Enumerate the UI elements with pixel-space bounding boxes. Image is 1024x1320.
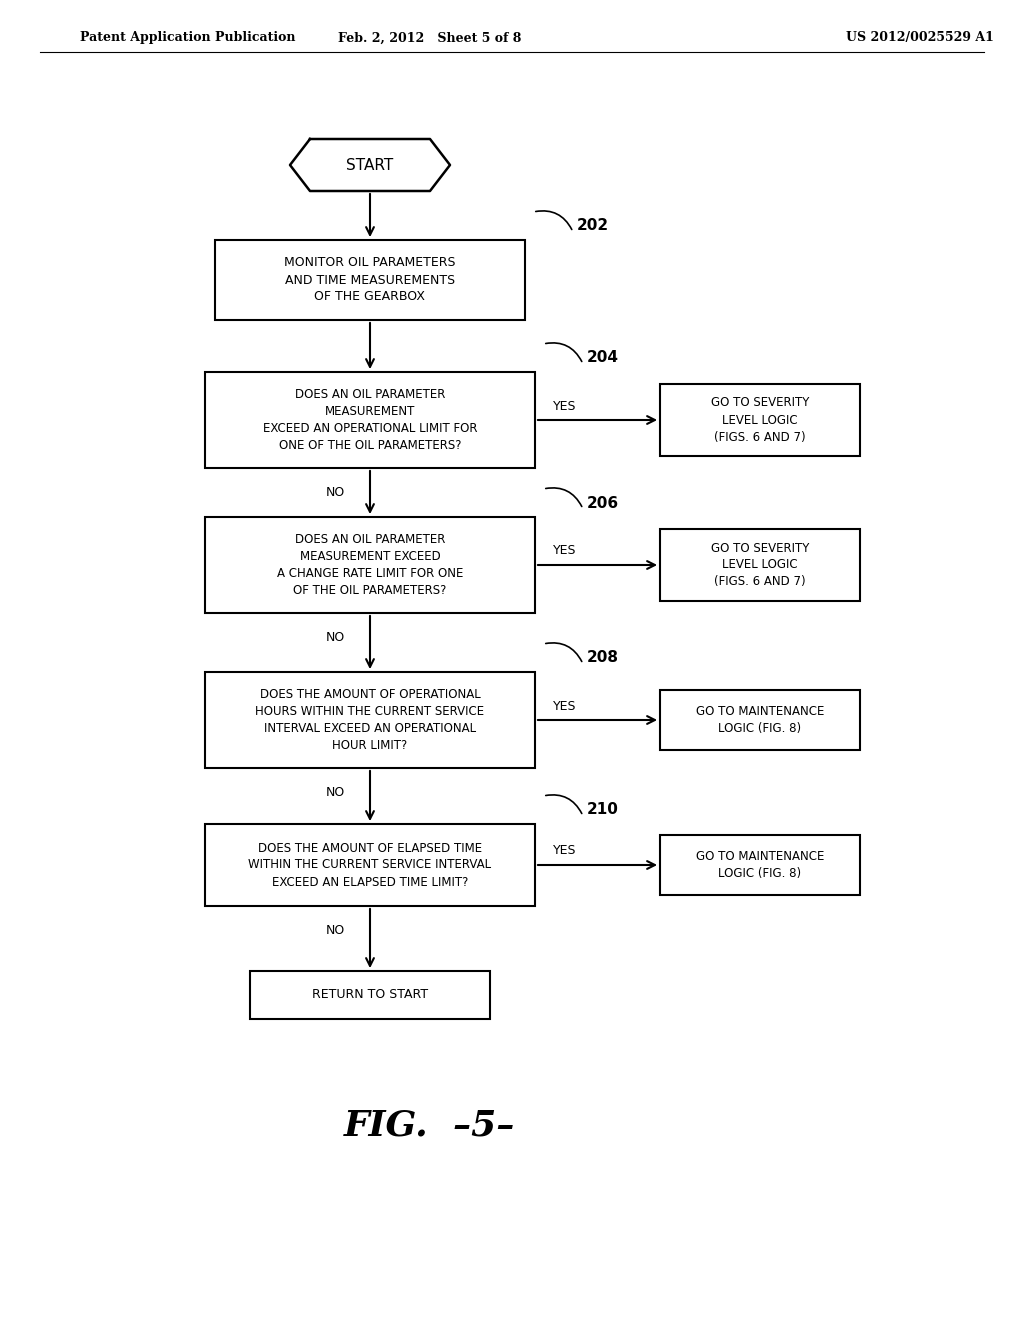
Bar	[660, 384, 860, 455]
Text: MONITOR OIL PARAMETERS
AND TIME MEASUREMENTS
OF THE GEARBOX: MONITOR OIL PARAMETERS AND TIME MEASUREM…	[285, 256, 456, 304]
Bar	[205, 824, 535, 906]
Text: Feb. 2, 2012   Sheet 5 of 8: Feb. 2, 2012 Sheet 5 of 8	[338, 32, 521, 45]
Bar	[250, 972, 490, 1019]
Text: DOES AN OIL PARAMETER
MEASUREMENT
EXCEED AN OPERATIONAL LIMIT FOR
ONE OF THE OIL: DOES AN OIL PARAMETER MEASUREMENT EXCEED…	[263, 388, 477, 451]
Bar	[215, 240, 525, 319]
Text: RETURN TO START: RETURN TO START	[312, 989, 428, 1002]
Text: DOES THE AMOUNT OF ELAPSED TIME
WITHIN THE CURRENT SERVICE INTERVAL
EXCEED AN EL: DOES THE AMOUNT OF ELAPSED TIME WITHIN T…	[249, 842, 492, 888]
Text: US 2012/0025529 A1: US 2012/0025529 A1	[846, 32, 994, 45]
Text: NO: NO	[326, 486, 345, 499]
Text: YES: YES	[553, 400, 577, 412]
Text: START: START	[346, 157, 393, 173]
Text: YES: YES	[553, 700, 577, 713]
Text: GO TO MAINTENANCE
LOGIC (FIG. 8): GO TO MAINTENANCE LOGIC (FIG. 8)	[696, 850, 824, 880]
Text: DOES THE AMOUNT OF OPERATIONAL
HOURS WITHIN THE CURRENT SERVICE
INTERVAL EXCEED : DOES THE AMOUNT OF OPERATIONAL HOURS WIT…	[255, 688, 484, 752]
Text: 206: 206	[587, 495, 620, 511]
Text: GO TO MAINTENANCE
LOGIC (FIG. 8): GO TO MAINTENANCE LOGIC (FIG. 8)	[696, 705, 824, 735]
Text: 202: 202	[577, 219, 609, 234]
Text: 204: 204	[587, 351, 618, 366]
Text: YES: YES	[553, 845, 577, 858]
Text: NO: NO	[326, 785, 345, 799]
Text: DOES AN OIL PARAMETER
MEASUREMENT EXCEED
A CHANGE RATE LIMIT FOR ONE
OF THE OIL : DOES AN OIL PARAMETER MEASUREMENT EXCEED…	[276, 533, 463, 597]
Text: NO: NO	[326, 631, 345, 644]
Text: 210: 210	[587, 803, 618, 817]
Text: Patent Application Publication: Patent Application Publication	[80, 32, 296, 45]
Text: FIG.  –5–: FIG. –5–	[344, 1107, 516, 1142]
Bar	[205, 372, 535, 469]
Text: GO TO SEVERITY
LEVEL LOGIC
(FIGS. 6 AND 7): GO TO SEVERITY LEVEL LOGIC (FIGS. 6 AND …	[711, 541, 809, 589]
Text: NO: NO	[326, 924, 345, 937]
Bar	[205, 672, 535, 768]
Bar	[660, 836, 860, 895]
Bar	[660, 690, 860, 750]
Bar	[660, 529, 860, 601]
Text: YES: YES	[553, 544, 577, 557]
Bar	[205, 517, 535, 612]
Text: GO TO SEVERITY
LEVEL LOGIC
(FIGS. 6 AND 7): GO TO SEVERITY LEVEL LOGIC (FIGS. 6 AND …	[711, 396, 809, 444]
Text: 208: 208	[587, 651, 618, 665]
